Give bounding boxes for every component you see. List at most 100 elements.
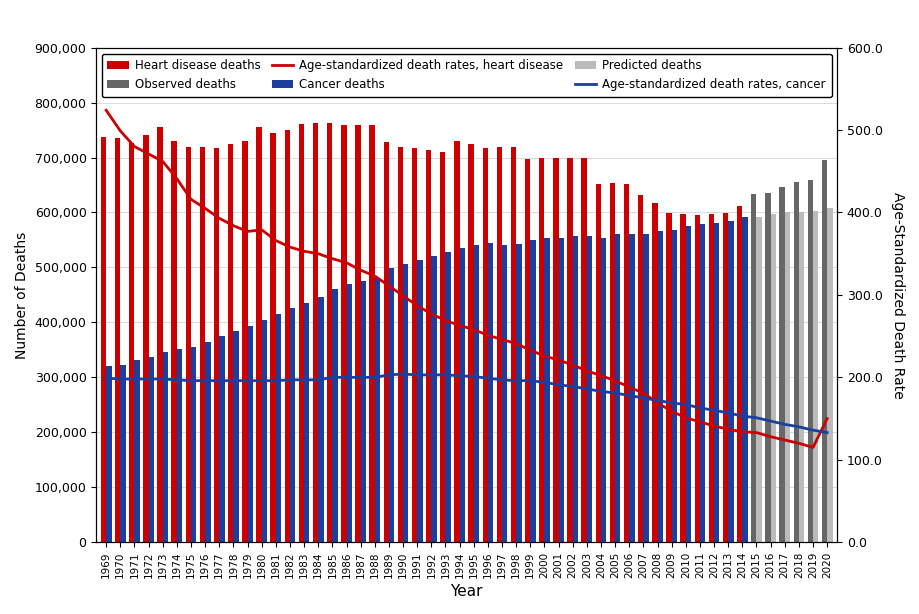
Legend: Heart disease deaths, Observed deaths, Age-standardized death rates, heart disea: Heart disease deaths, Observed deaths, A… <box>101 53 831 97</box>
Bar <box>595 184 600 542</box>
Bar <box>332 289 337 542</box>
Bar <box>355 125 360 542</box>
Bar <box>101 137 106 542</box>
Bar <box>812 211 818 542</box>
Bar <box>558 238 563 542</box>
Bar <box>482 147 487 542</box>
Y-axis label: Number of Deaths: Number of Deaths <box>15 231 29 359</box>
Bar <box>369 125 374 542</box>
Bar <box>623 184 629 542</box>
Bar <box>665 213 671 542</box>
Bar <box>304 303 309 542</box>
Bar <box>284 130 289 542</box>
Bar <box>581 158 586 542</box>
Bar <box>389 268 394 542</box>
Bar <box>544 238 550 542</box>
Bar <box>694 215 699 542</box>
Bar <box>473 245 479 542</box>
Bar <box>219 336 224 542</box>
Bar <box>454 141 460 542</box>
Bar <box>642 234 648 542</box>
Bar <box>416 260 422 542</box>
Bar <box>186 147 191 542</box>
Bar <box>807 180 812 542</box>
Bar <box>270 133 276 542</box>
Bar <box>496 147 502 542</box>
X-axis label: Year: Year <box>450 584 482 599</box>
Bar <box>199 147 205 542</box>
Bar <box>445 252 450 542</box>
Bar <box>609 184 615 542</box>
Bar <box>431 256 437 542</box>
Bar <box>403 264 408 542</box>
Bar <box>171 141 176 542</box>
Bar <box>247 325 253 542</box>
Bar <box>233 331 239 542</box>
Bar <box>289 308 295 542</box>
Bar <box>637 195 642 542</box>
Bar <box>261 321 267 542</box>
Bar <box>374 278 380 542</box>
Bar <box>360 281 366 542</box>
Bar <box>205 342 210 542</box>
Bar <box>143 135 149 542</box>
Bar <box>318 297 323 542</box>
Bar <box>742 217 747 542</box>
Bar <box>615 235 619 542</box>
Bar <box>586 236 592 542</box>
Bar <box>784 212 789 542</box>
Bar <box>652 203 657 542</box>
Bar <box>326 123 332 542</box>
Bar <box>685 226 690 542</box>
Bar <box>228 144 233 542</box>
Bar <box>826 208 832 542</box>
Bar <box>397 147 403 542</box>
Bar <box>728 221 732 542</box>
Bar <box>312 123 318 542</box>
Bar <box>242 141 247 542</box>
Bar <box>468 144 473 542</box>
Bar <box>516 244 521 542</box>
Bar <box>765 193 770 542</box>
Bar <box>629 234 634 542</box>
Bar <box>129 142 134 542</box>
Bar <box>191 346 196 542</box>
Bar <box>213 147 219 542</box>
Bar <box>750 195 755 542</box>
Bar <box>567 158 572 542</box>
Bar <box>120 365 126 542</box>
Bar <box>134 360 140 542</box>
Bar <box>699 224 705 542</box>
Bar <box>525 159 529 542</box>
Bar <box>299 124 304 542</box>
Bar <box>539 158 544 542</box>
Bar <box>722 213 728 542</box>
Bar <box>793 182 798 542</box>
Bar <box>770 214 775 542</box>
Bar <box>821 160 826 542</box>
Bar <box>341 125 346 542</box>
Bar <box>671 230 676 542</box>
Bar <box>346 284 351 542</box>
Bar <box>798 212 803 542</box>
Bar <box>529 240 535 542</box>
Bar <box>115 138 120 542</box>
Bar <box>425 150 431 542</box>
Bar <box>149 357 153 542</box>
Bar <box>600 238 606 542</box>
Bar <box>383 142 389 542</box>
Bar <box>412 147 416 542</box>
Bar <box>106 366 111 542</box>
Bar <box>708 214 713 542</box>
Bar <box>680 214 685 542</box>
Bar <box>755 217 761 542</box>
Bar <box>736 206 742 542</box>
Bar <box>657 231 663 542</box>
Bar <box>502 245 507 542</box>
Bar <box>176 349 182 542</box>
Y-axis label: Age-Standardized Death Rate: Age-Standardized Death Rate <box>890 192 904 398</box>
Bar <box>256 127 261 542</box>
Bar <box>276 314 281 542</box>
Bar <box>157 127 163 542</box>
Bar <box>510 147 516 542</box>
